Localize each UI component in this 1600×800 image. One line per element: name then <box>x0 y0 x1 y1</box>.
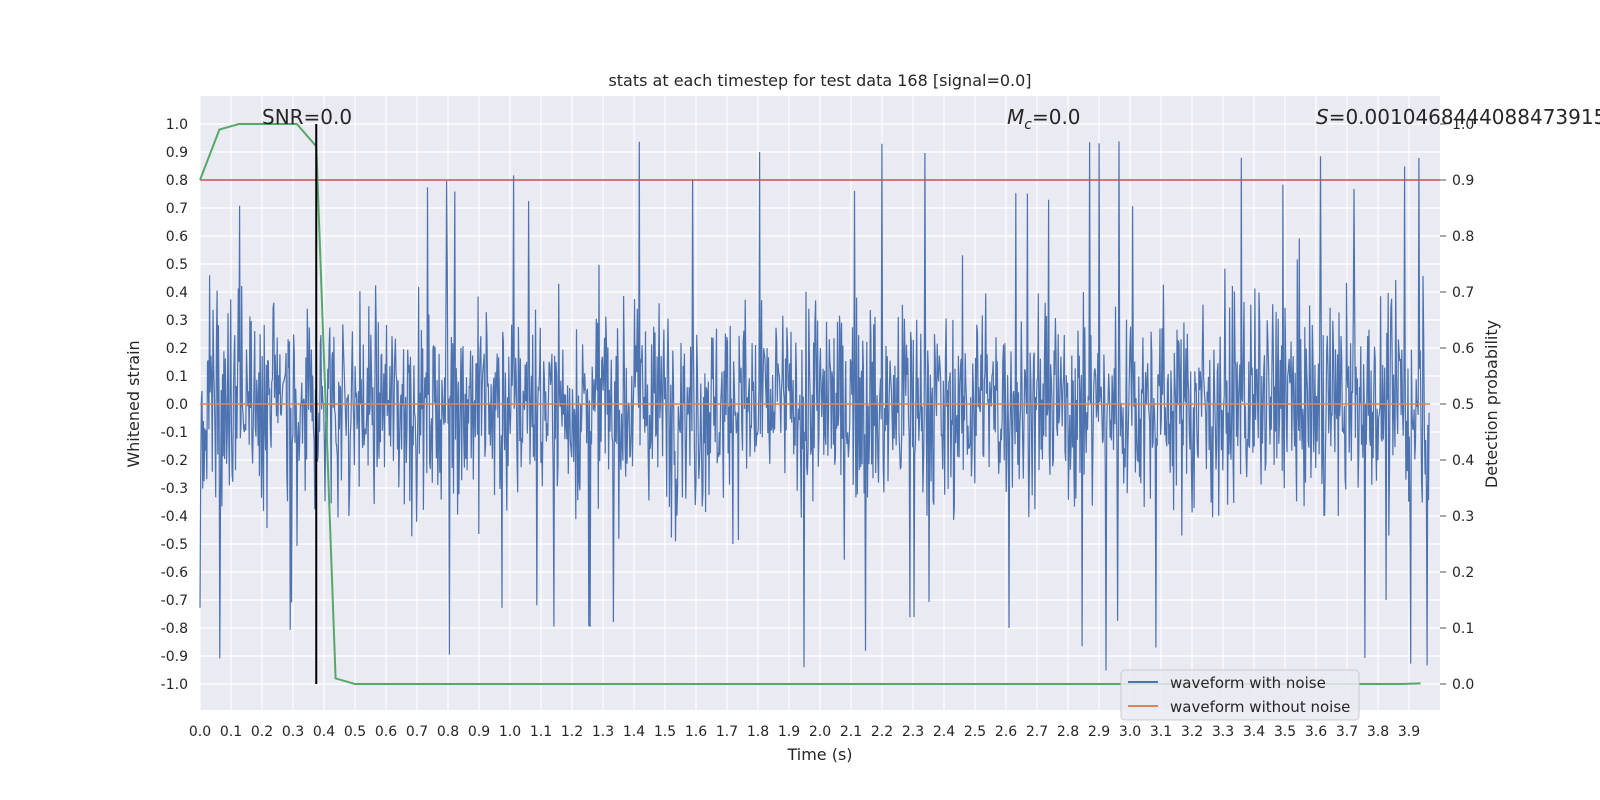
x-tick-label: 0.5 <box>344 724 366 740</box>
x-tick-label: 1.9 <box>778 724 800 740</box>
overlays <box>199 123 1440 685</box>
x-tick-label: 0.2 <box>251 724 273 740</box>
mc-value: =0.0 <box>1032 105 1081 129</box>
s-annotation: S=0.0010468444088473915 <box>1316 105 1600 129</box>
y-left-tick-label: -0.7 <box>161 593 188 609</box>
x-tick-label: 1.3 <box>592 724 614 740</box>
y-left-tick-label: -1.0 <box>161 677 188 693</box>
y-left-tick-label: -0.8 <box>161 621 188 637</box>
x-tick-label: 1.6 <box>685 724 707 740</box>
y-right-tick-label: 0.2 <box>1452 565 1474 581</box>
y-right-tick-label: 0.6 <box>1452 341 1474 357</box>
y-left-tick-label: 0.5 <box>166 257 188 273</box>
y-right-tick-label: 0.4 <box>1452 453 1474 469</box>
y-left-tick-label: 0.1 <box>166 369 188 385</box>
x-tick-label: 0.4 <box>313 724 335 740</box>
x-tick-label: 1.2 <box>561 724 583 740</box>
x-tick-label: 0.8 <box>437 724 459 740</box>
x-tick-label: 3.5 <box>1274 724 1296 740</box>
x-tick-label: 3.3 <box>1212 724 1234 740</box>
mc-symbol: M <box>1007 105 1024 129</box>
x-axis-label: Time (s) <box>786 745 852 764</box>
y-left-tick-label: 0.9 <box>166 145 188 161</box>
y-right-tick-label: 0.9 <box>1452 173 1474 189</box>
mc-annotation: Mc=0.0 <box>1007 105 1081 133</box>
y-left-tick-label: 0.7 <box>166 201 188 217</box>
y-left-tick-label: -0.4 <box>161 509 188 525</box>
x-tick-label: 3.8 <box>1367 724 1389 740</box>
y-left-tick-label: 0.4 <box>166 285 188 301</box>
x-tick-label: 1.4 <box>623 724 645 740</box>
y-left-tick-label: -0.9 <box>161 649 188 665</box>
x-tick-label: 0.0 <box>189 724 211 740</box>
legend-box <box>1120 669 1360 721</box>
y-left-tick-label: 0.0 <box>166 397 188 413</box>
y-right-tick-label: 1.0 <box>1452 117 1474 133</box>
x-tick-label: 2.7 <box>1026 724 1048 740</box>
x-tick-label: 3.4 <box>1243 724 1265 740</box>
noise-series <box>199 141 1430 671</box>
x-tick-label: 1.7 <box>716 724 738 740</box>
x-tick-label: 0.6 <box>375 724 397 740</box>
x-tick-label: 3.6 <box>1305 724 1327 740</box>
series-detection-probability <box>199 123 1421 685</box>
x-tick-label: 2.1 <box>840 724 862 740</box>
y-right-tick-label: 0.5 <box>1452 397 1474 413</box>
y-left-tick-label: -0.5 <box>161 537 188 553</box>
x-tick-label: 0.3 <box>282 724 304 740</box>
x-tick-label: 2.4 <box>933 724 955 740</box>
y-left-tick-label: 0.6 <box>166 229 188 245</box>
x-tick-label: 1.8 <box>747 724 769 740</box>
y-left-tick-label: 1.0 <box>166 117 188 133</box>
s-value: =0.0010468444088473915 <box>1329 105 1600 129</box>
y-axis-label-left: Whitened strain <box>124 340 143 467</box>
y-left-tick-label: -0.2 <box>161 453 188 469</box>
x-tick-label: 2.5 <box>964 724 986 740</box>
axes: 0.0 0.1 0.2 0.3 0.4 0.5 0.6 0.7 0.8 0.9 1.0 1.1 1.2 1… <box>161 117 1475 740</box>
x-tick-label: 2.8 <box>1057 724 1079 740</box>
y-left-tick-label: -0.1 <box>161 425 188 441</box>
x-tick-label: 3.9 <box>1398 724 1420 740</box>
x-tick-label: 0.9 <box>468 724 490 740</box>
x-tick-label: 1.1 <box>530 724 552 740</box>
x-tick-label: 2.2 <box>871 724 893 740</box>
snr-annotation: SNR=0.0 <box>262 105 352 129</box>
chart-title: stats at each timestep for test data 168… <box>608 71 1031 90</box>
x-tick-label: 1.0 <box>499 724 521 740</box>
x-tick-label: 2.3 <box>902 724 924 740</box>
x-tick-label: 3.7 <box>1336 724 1358 740</box>
y-right-tick-label: 0.8 <box>1452 229 1474 245</box>
y-axis-label-right: Detection probability <box>1482 320 1501 488</box>
legend-label-clean: waveform without noise <box>1170 698 1350 716</box>
x-tick-label: 0.7 <box>406 724 428 740</box>
y-left-tick-label: -0.3 <box>161 481 188 497</box>
y-left-tick-label: -0.6 <box>161 565 188 581</box>
mc-subscript: c <box>1024 117 1032 133</box>
x-tick-label: 1.5 <box>654 724 676 740</box>
x-tick-label: 0.1 <box>220 724 242 740</box>
y-right-tick-label: 0.0 <box>1452 677 1474 693</box>
y-right-tick-label: 0.7 <box>1452 285 1474 301</box>
legend-label-noise: waveform with noise <box>1170 674 1326 692</box>
s-symbol: S <box>1316 105 1329 129</box>
x-tick-label: 3.0 <box>1119 724 1141 740</box>
y-left-tick-label: 0.8 <box>166 173 188 189</box>
y-right-tick-label: 0.3 <box>1452 509 1474 525</box>
x-tick-label: 2.6 <box>995 724 1017 740</box>
y-right-tick-label: 0.1 <box>1452 621 1474 637</box>
y-left-tick-label: 0.2 <box>166 341 188 357</box>
legend: waveform with noise waveform without noi… <box>1120 669 1360 721</box>
series-waveform-with-noise <box>199 141 1430 671</box>
x-tick-label: 2.0 <box>809 724 831 740</box>
x-tick-label: 3.2 <box>1181 724 1203 740</box>
x-tick-label: 2.9 <box>1088 724 1110 740</box>
y-left-tick-label: 0.3 <box>166 313 188 329</box>
x-tick-label: 3.1 <box>1150 724 1172 740</box>
